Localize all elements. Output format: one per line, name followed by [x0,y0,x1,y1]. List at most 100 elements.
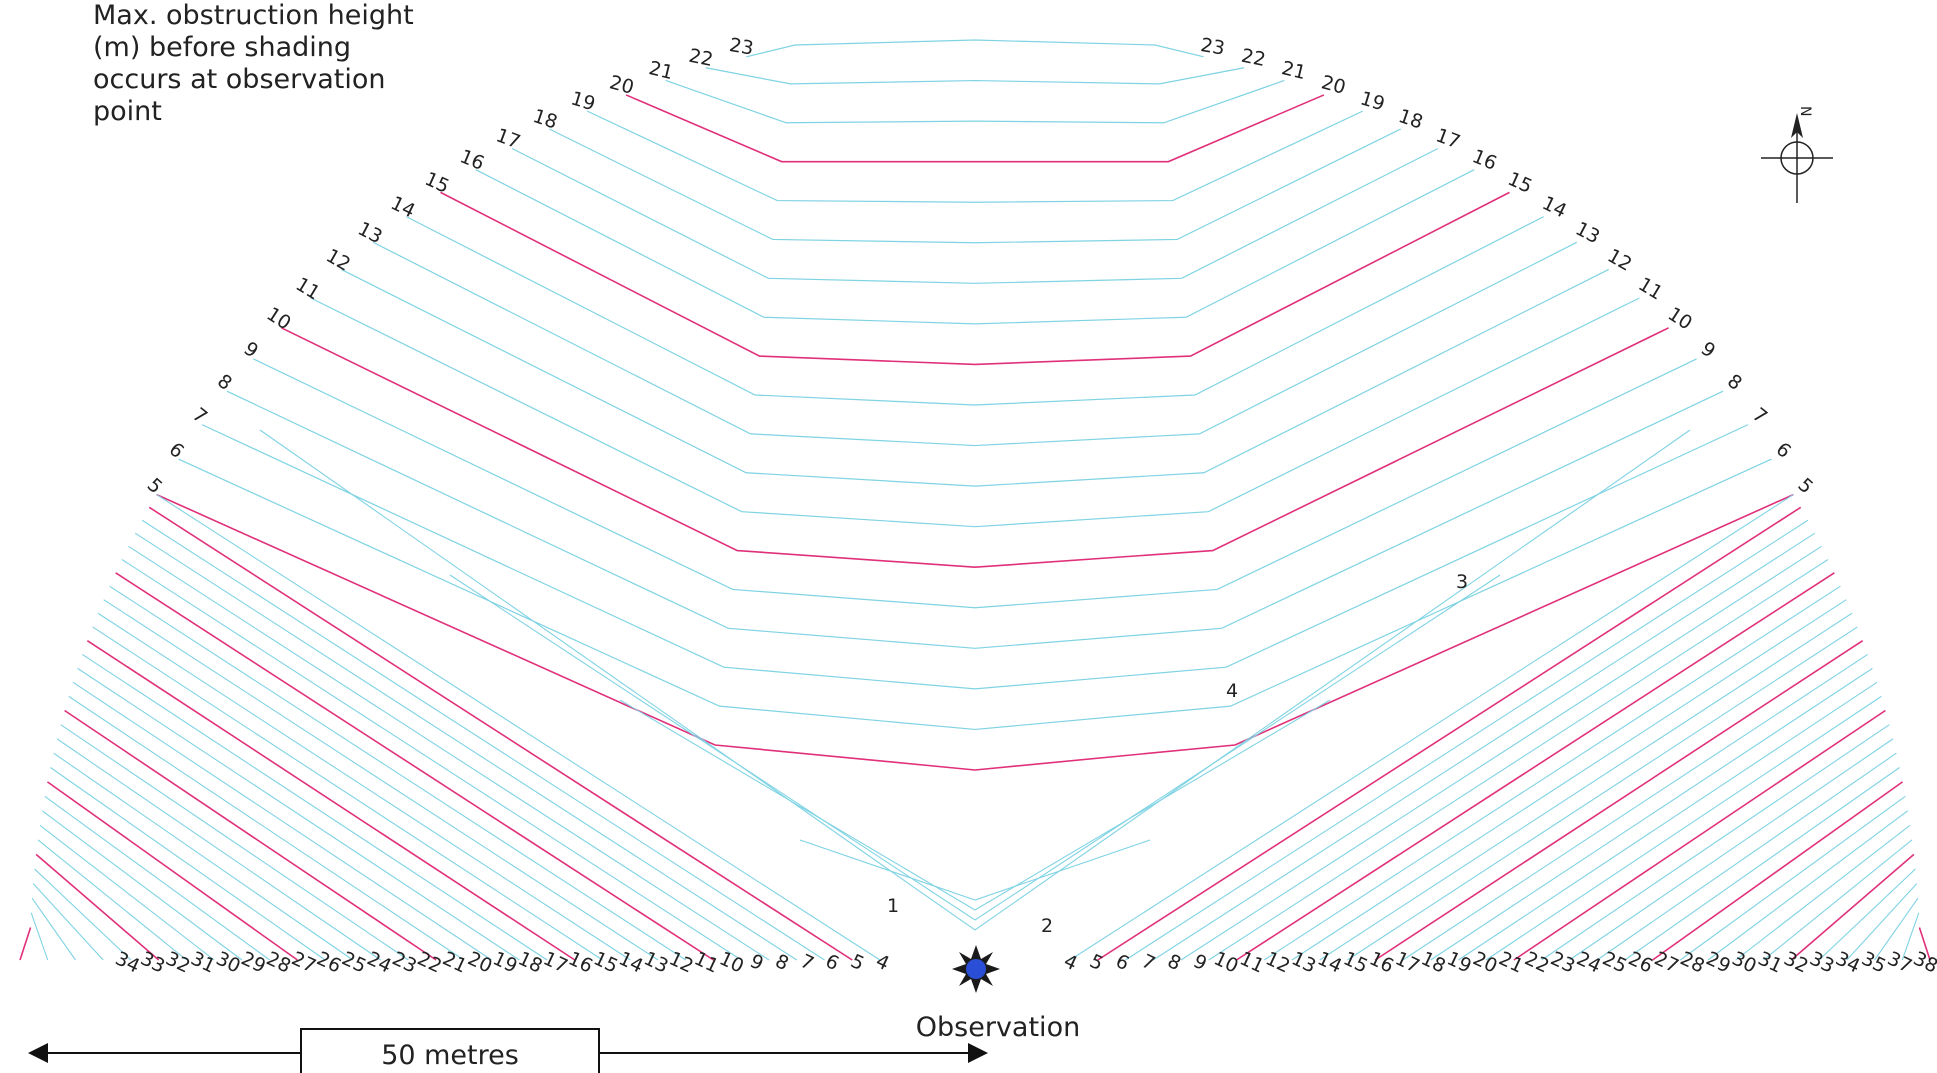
contour-label: 21 [1495,947,1526,977]
contour-label: 13 [1288,947,1319,977]
contour-line [60,724,409,961]
contour-line [799,839,1151,901]
contour-line [281,327,1669,569]
contour-line [746,39,1204,58]
contour-line [41,810,243,961]
contour-label: 6 [165,438,188,463]
contour-line [1874,897,1919,961]
contour-label: 5 [1794,474,1818,498]
contour-label: 10 [1210,947,1241,977]
north-label: N [1797,106,1813,116]
contour-label: 23 [1199,34,1227,60]
contour-line [201,424,1749,690]
contour-line [1652,781,1904,961]
contour-label: 12 [1262,947,1293,977]
contour-label: 17 [1392,947,1423,977]
contour-label: 38 [1910,947,1937,977]
contour-line [1374,639,1864,961]
contour-label: 23 [728,34,756,60]
contour-line [406,216,1544,406]
contour-line [1485,695,1882,961]
contour-line [1596,752,1897,961]
contour-label: 22 [687,45,715,71]
contour-line [35,853,160,961]
contour-label: 32 [1780,947,1811,977]
contour-label: 24 [1573,947,1604,977]
contour-line [1513,709,1886,961]
contour-line [705,67,1245,85]
contour-label: 31 [1754,947,1785,977]
contour-line [341,268,1609,487]
contour-line [1319,612,1853,961]
contour-label: 14 [1314,947,1345,977]
contour-label: 16 [457,145,488,175]
contour-line [32,883,104,961]
contour-label: 25 [1599,947,1630,977]
contour-label: 23 [1547,947,1578,977]
contour-line [1790,853,1915,961]
contour-line [1901,912,1920,961]
contour-line [1430,667,1873,961]
contour-label: 10 [263,303,295,335]
contour-label: 6 [822,950,842,975]
contour-label: 6 [1112,950,1132,975]
contour-line [31,897,76,961]
contour-line [82,654,548,961]
contour-line [1347,626,1858,961]
contour-line [1458,681,1878,961]
contour-label: 19 [568,87,598,115]
contour-label: 18 [530,105,560,134]
contour-label: 15 [421,168,452,198]
contour-label: 9 [747,950,767,975]
contour-line [56,738,381,961]
contour-line [156,494,881,961]
contour-line [72,681,492,961]
contour-line [625,94,1325,163]
contour-label: 9 [240,338,262,363]
contour-line [1236,572,1835,961]
contour-label: 21 [1279,57,1308,84]
contour-label: 18 [1418,947,1449,977]
contour-line [1152,532,1816,961]
contour-line [1291,599,1847,961]
contour-line [1763,839,1913,961]
contour-line [128,545,770,961]
north-arrow-icon: N [1761,106,1833,203]
contour-line [253,358,1697,609]
contour-line [30,912,49,961]
contour-line [511,147,1439,284]
contour-label: 22 [1239,45,1267,71]
contour-label: 29 [1703,947,1734,977]
contour-label: 10 [1664,303,1696,335]
contour-label: 2 [1041,915,1053,937]
contour-line [1263,585,1841,961]
contour-line [1069,494,1794,961]
contour-line [475,169,1475,325]
contour-label: 13 [1572,218,1604,249]
contour-line [665,79,1285,124]
contour-label: 9 [1190,950,1210,975]
contour-line [1125,519,1809,961]
contour-label: 7 [188,404,211,429]
contour-label: 14 [1539,192,1570,222]
contour-label: 17 [493,124,523,153]
contour-line [1624,767,1900,961]
contour-label: 20 [1469,947,1500,977]
contour-label: 11 [292,273,324,304]
contour-line [34,868,132,961]
contour-line [97,612,631,961]
arrow-right-icon [968,1043,988,1063]
contour-label: 11 [1634,273,1666,304]
contour-line [19,927,32,961]
contour-line [39,824,215,961]
contour-line [44,795,271,961]
contour-label: 5 [1086,950,1106,975]
contour-label: 6 [1772,438,1795,463]
contour-label: 13 [354,218,386,249]
contour-line [1569,738,1894,961]
contour-label: 21 [647,57,676,84]
contour-label: 4 [1226,680,1238,702]
contour-line [53,752,354,961]
contour-label: 5 [847,950,867,975]
contour-line [103,599,659,961]
